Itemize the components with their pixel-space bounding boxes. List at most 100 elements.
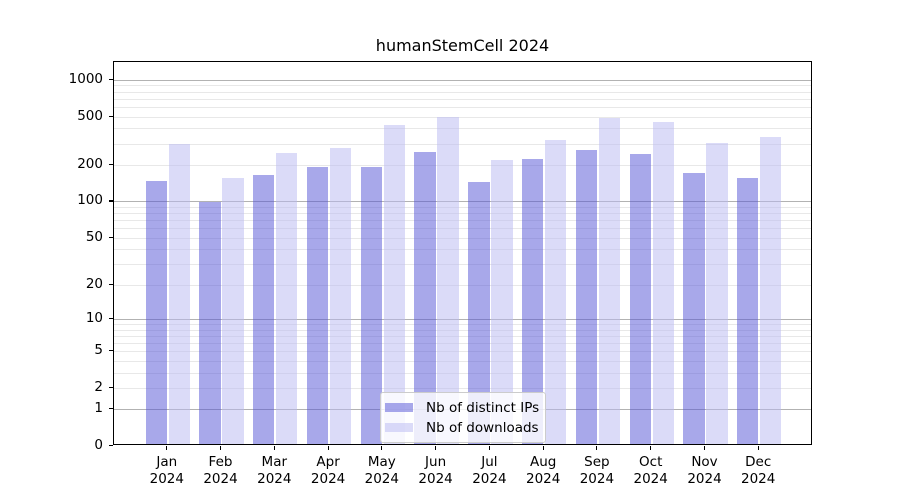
bar-downloads-apr [329, 147, 352, 444]
x-axis-tick-label: Jun 2024 [406, 454, 466, 487]
bar-downloads-jul [491, 159, 513, 444]
y-axis-tick-mark [109, 317, 113, 320]
x-axis-tick-label: Jul 2024 [459, 454, 519, 487]
x-axis-month-label: Feb [208, 454, 233, 470]
x-axis-year-label: 2024 [257, 470, 292, 487]
y-axis-tick-mark [109, 283, 113, 285]
x-axis-year-label: 2024 [741, 470, 776, 487]
bar-distinct-ips-sep [575, 149, 598, 444]
gridline-minor [114, 98, 811, 100]
bar-distinct-ips-feb [199, 201, 221, 444]
legend-row-distinct-ips: Nb of distinct IPs [385, 399, 540, 416]
bar-downloads-feb [222, 178, 244, 444]
x-axis-tick-label: Mar 2024 [244, 454, 304, 487]
x-axis-tick-mark [166, 446, 168, 450]
x-axis-year-label: 2024 [579, 470, 615, 487]
bar-downloads-oct [652, 122, 674, 444]
bar-distinct-ips-nov [683, 173, 705, 444]
x-axis-month-label: Jul [481, 454, 498, 470]
legend-label-distinct-ips: Nb of distinct IPs [426, 399, 540, 416]
y-axis-tick-label: 100 [77, 192, 103, 209]
bar-distinct-ips-oct [629, 154, 651, 444]
plot-area: Nb of distinct IPs Nb of downloads [113, 61, 812, 445]
x-axis-year-label: 2024 [310, 470, 346, 487]
bar-downloads-jun [437, 116, 459, 444]
x-axis-year-label: 2024 [203, 470, 238, 487]
y-axis-tick-mark [109, 163, 113, 166]
x-axis-tick-label: Nov 2024 [675, 454, 735, 487]
x-axis-month-label: Sep [584, 454, 610, 470]
bar-downloads-nov [706, 143, 728, 444]
x-axis-year-label: 2024 [364, 470, 399, 487]
bar-distinct-ips-mar [253, 174, 275, 444]
y-axis-tick-mark [109, 200, 113, 202]
bar-downloads-mar [276, 153, 298, 444]
y-axis-tick-label: 5 [94, 342, 103, 358]
gridline-minor [114, 85, 811, 87]
y-axis-tick-mark [109, 408, 113, 410]
bar-downloads-aug [545, 139, 567, 444]
x-axis-year-label: 2024 [526, 470, 561, 487]
x-axis-tick-label: Aug 2024 [513, 454, 573, 487]
legend-row-downloads: Nb of downloads [385, 419, 539, 436]
bar-downloads-may [383, 125, 405, 444]
y-axis-tick-mark [109, 350, 113, 352]
y-axis-tick-mark [109, 78, 113, 80]
x-axis-month-label: Jun [425, 454, 447, 470]
gridline-major [114, 79, 811, 81]
y-axis-tick-label: 200 [77, 155, 103, 172]
x-axis-month-label: Apr [316, 454, 340, 470]
x-axis-tick-mark [596, 446, 598, 450]
x-axis-tick-mark [435, 446, 437, 450]
x-axis-tick-label: Apr 2024 [298, 454, 358, 487]
bar-distinct-ips-apr [306, 167, 329, 444]
y-axis-tick-mark [109, 445, 113, 447]
x-axis-tick-label: Oct 2024 [621, 454, 681, 487]
y-axis-tick-label: 0 [94, 437, 103, 453]
x-axis-month-label: May [367, 454, 396, 470]
x-axis-tick-mark [757, 446, 759, 450]
x-axis-tick-mark [381, 446, 383, 450]
bar-distinct-ips-jul [468, 182, 490, 444]
x-axis-year-label: 2024 [418, 470, 453, 487]
x-axis-year-label: 2024 [633, 470, 668, 487]
y-axis-tick-label: 1000 [68, 70, 103, 87]
y-axis-tick-label: 500 [77, 107, 103, 124]
x-axis-month-label: Nov [691, 454, 718, 470]
gridline-minor [114, 116, 811, 118]
bar-distinct-ips-dec [737, 178, 759, 444]
bar-downloads-jan [168, 143, 190, 444]
gridline-minor [114, 128, 811, 130]
x-axis-tick-mark [273, 446, 275, 450]
x-axis-tick-mark [542, 446, 544, 450]
x-axis-tick-mark [703, 446, 706, 450]
x-axis-month-label: Jan [156, 454, 178, 470]
x-axis-month-label: Dec [745, 454, 772, 470]
bar-downloads-dec [760, 137, 782, 444]
y-axis-tick-label: 10 [85, 309, 103, 326]
legend-swatch-downloads [385, 423, 413, 432]
x-axis-tick-mark [650, 446, 652, 450]
legend-label-downloads: Nb of downloads [426, 419, 539, 436]
y-axis-tick-label: 50 [85, 228, 103, 245]
x-axis-month-label: Aug [530, 454, 557, 470]
bar-distinct-ips-aug [522, 158, 544, 444]
x-axis-tick-mark [327, 446, 329, 450]
x-axis-tick-mark [488, 446, 490, 450]
gridline-minor [114, 106, 811, 108]
x-axis-tick-label: Feb 2024 [191, 454, 251, 487]
y-axis-tick-label: 2 [94, 378, 103, 395]
y-axis-tick-mark [109, 386, 113, 388]
legend-swatch-distinct-ips [385, 403, 413, 412]
bar-distinct-ips-may [360, 166, 382, 444]
y-axis-tick-label: 20 [85, 275, 103, 292]
x-axis-tick-label: Jan 2024 [137, 454, 197, 487]
x-axis-tick-label: Sep 2024 [567, 454, 627, 487]
gridline-minor [114, 91, 811, 93]
x-axis-month-label: Oct [639, 454, 663, 470]
x-axis-tick-label: May 2024 [352, 454, 412, 487]
x-axis-tick-mark [219, 446, 222, 450]
chart-title: humanStemCell 2024 [375, 36, 550, 55]
bar-downloads-sep [598, 117, 621, 444]
